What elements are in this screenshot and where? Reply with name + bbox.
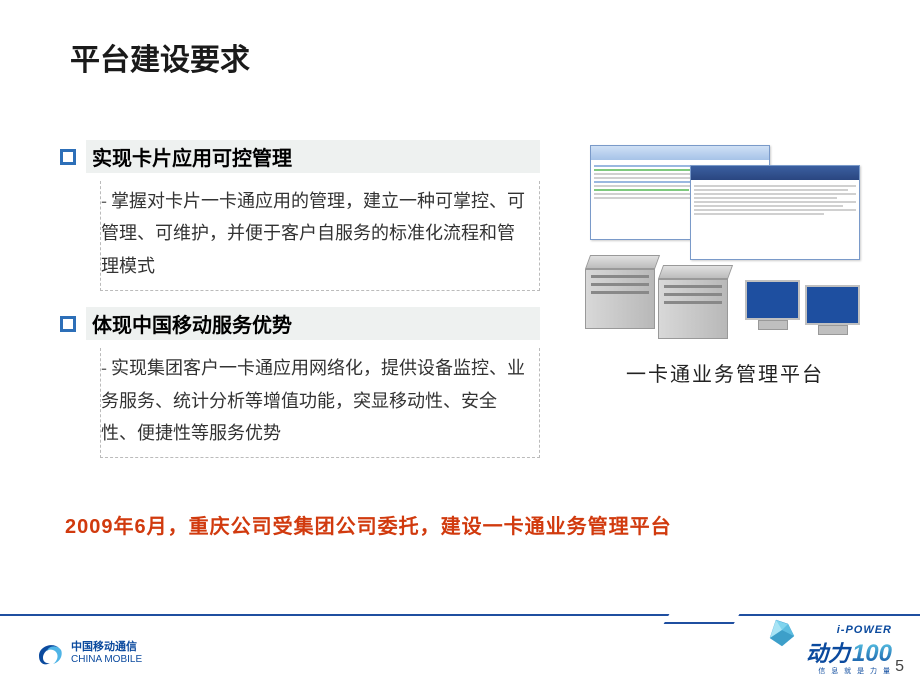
- square-bullet-icon: [60, 316, 76, 332]
- china-mobile-logo-icon: [35, 638, 65, 668]
- illustration: [580, 145, 870, 345]
- monitor-icon: [745, 280, 800, 335]
- server-icon: [585, 255, 655, 330]
- illustration-caption: 一卡通业务管理平台: [580, 358, 870, 387]
- monitor-icon: [805, 285, 860, 340]
- footnote: 2009年6月，重庆公司受集团公司委托，建设一卡通业务管理平台: [65, 510, 672, 539]
- content-block: 实现卡片应用可控管理 -掌握对卡片一卡通应用的管理，建立一种可掌控、可管理、可维…: [60, 140, 540, 474]
- crystal-icon: [766, 618, 800, 648]
- slide-title: 平台建设要求: [70, 35, 250, 79]
- bullet-2-label: 体现中国移动服务优势: [86, 307, 540, 340]
- page-number: 5: [895, 658, 904, 676]
- tagline: 信 息 就 是 力 量: [806, 666, 892, 676]
- bullet-1-label: 实现卡片应用可控管理: [86, 140, 540, 173]
- bullet-1-sub: -掌握对卡片一卡通应用的管理，建立一种可掌控、可管理、可维护，并便于客户自服务的…: [100, 181, 540, 291]
- app-window-icon: [690, 165, 860, 260]
- bullet-2: 体现中国移动服务优势: [60, 307, 540, 340]
- power-100-logo: i-POWER 动力 100 信 息 就 是 力 量: [806, 624, 892, 676]
- bullet-1-sub-text: 掌握对卡片一卡通应用的管理，建立一种可掌控、可管理、可维护，并便于客户自服务的标…: [101, 191, 525, 276]
- square-bullet-icon: [60, 149, 76, 165]
- bullet-2-sub-text: 实现集团客户一卡通应用网络化，提供设备监控、业务服务、统计分析等增值功能，突显移…: [101, 358, 525, 443]
- dash-icon: -: [101, 358, 107, 378]
- dongli-text: 动力: [806, 636, 850, 668]
- bullet-1: 实现卡片应用可控管理: [60, 140, 540, 173]
- logo-en: CHINA MOBILE: [71, 654, 142, 665]
- dash-icon: -: [101, 191, 107, 211]
- bullet-2-sub: -实现集团客户一卡通应用网络化，提供设备监控、业务服务、统计分析等增值功能，突显…: [100, 348, 540, 458]
- china-mobile-logo: 中国移动通信 CHINA MOBILE: [35, 638, 142, 668]
- server-icon: [658, 265, 728, 340]
- ipower-text: i-POWER: [806, 624, 892, 636]
- logo-cn: 中国移动通信: [71, 641, 142, 653]
- num-100: 100: [852, 640, 892, 668]
